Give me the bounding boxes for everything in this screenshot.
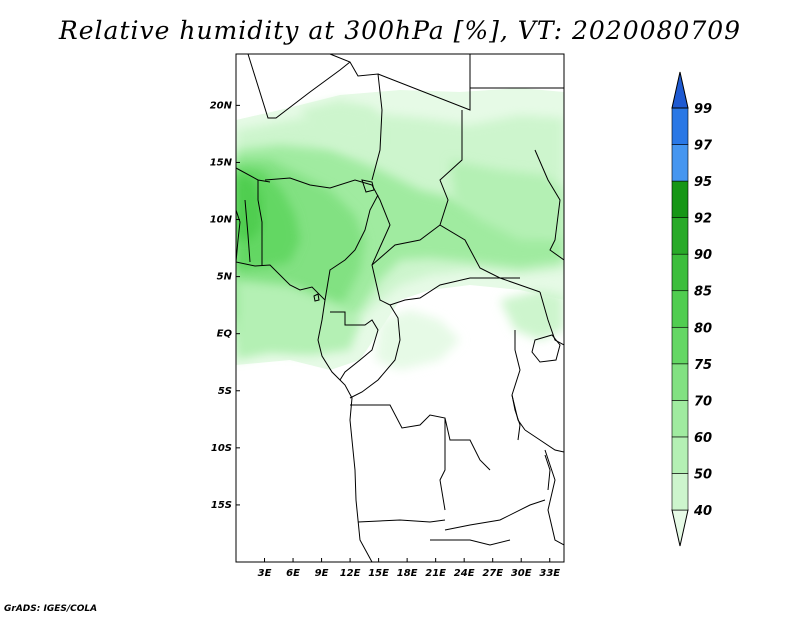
border-chad-car xyxy=(371,224,441,266)
colorbar-label: 99 xyxy=(694,102,712,117)
humidity-fill-layer xyxy=(236,88,564,370)
border-drc-congo xyxy=(349,304,401,399)
humidity-core-2 xyxy=(236,175,262,240)
bioko-island xyxy=(313,293,320,302)
colorbar-label: 75 xyxy=(694,358,712,373)
border-congo-gabon xyxy=(330,311,379,381)
colorbar-label: 50 xyxy=(694,467,712,482)
border-cameroon-car xyxy=(371,184,391,306)
lon-tick-label: 33E xyxy=(539,568,560,579)
border-car-south xyxy=(389,277,541,306)
longitude-axis: 3E 6E 9E 12E 15E 18E 21E 24E 27E 30E 33E xyxy=(258,558,560,579)
colorbar-segment xyxy=(671,180,689,218)
lake-victoria xyxy=(531,334,561,363)
lat-tick-label: EQ xyxy=(217,329,233,340)
lat-tick-label: 20N xyxy=(210,100,233,111)
lat-tick-label: 15S xyxy=(211,500,232,511)
colorbar-segment xyxy=(671,290,689,328)
border-nigeria-cameroon xyxy=(324,194,379,301)
colorbar-segment xyxy=(671,363,689,401)
lon-tick-label: 9E xyxy=(315,568,329,579)
lon-tick-label: 6E xyxy=(286,568,300,579)
colorbar-segment xyxy=(671,253,689,292)
border-sudan-ethiopia xyxy=(534,149,564,261)
lon-tick-label: 24E xyxy=(454,568,475,579)
colorbar-label: 95 xyxy=(694,175,712,190)
colorbar-label: 80 xyxy=(694,321,712,336)
lon-tick-label: 21E xyxy=(425,568,446,579)
colorbar: 40 50 60 70 75 80 85 90 92 95 97 99 xyxy=(671,71,713,547)
lat-tick-label: 10N xyxy=(210,215,233,226)
border-ghana xyxy=(244,199,251,263)
lake-tanganyika xyxy=(511,394,521,441)
border-angola-namibia xyxy=(357,519,446,523)
colorbar-segment xyxy=(671,144,689,182)
border-angola-zambia xyxy=(439,418,446,511)
colorbar-label: 40 xyxy=(693,504,712,519)
colorbar-segment xyxy=(671,326,689,365)
colorbar-segment xyxy=(671,400,689,438)
lon-tick-label: 3E xyxy=(258,568,272,579)
colorbar-label: 97 xyxy=(694,139,713,154)
border-mozambique xyxy=(544,449,564,546)
grads-credit: GrADS: IGES/COLA xyxy=(4,604,98,614)
chart-title: Relative humidity at 300hPa [%], VT: 202… xyxy=(58,16,742,45)
colorbar-bottom-arrow xyxy=(671,509,689,547)
lake-chad xyxy=(361,179,375,193)
colorbar-label: 90 xyxy=(694,248,712,263)
colorbar-segment xyxy=(671,436,689,474)
lon-tick-label: 12E xyxy=(340,568,361,579)
coastline-west xyxy=(236,209,373,562)
lon-tick-label: 15E xyxy=(368,568,389,579)
humidity-congo-patch xyxy=(375,310,460,370)
colorbar-top-arrow xyxy=(671,71,689,109)
colorbar-label: 60 xyxy=(694,431,712,446)
border-mali-niger xyxy=(236,54,351,119)
border-niger-nigeria xyxy=(264,177,373,189)
colorbar-segment xyxy=(671,217,689,255)
latitude-axis: 20N 15N 10N 5N EQ 5S 10S 15S xyxy=(210,100,240,511)
country-boundaries xyxy=(236,54,564,562)
lat-tick-label: 5N xyxy=(217,272,233,283)
lat-tick-label: 10S xyxy=(211,443,232,454)
lake-malawi xyxy=(544,454,551,491)
border-burkina xyxy=(236,167,271,183)
colorbar-label: 85 xyxy=(694,285,712,300)
colorbar-label: 70 xyxy=(694,394,712,409)
border-namibia-botswana xyxy=(430,539,511,546)
border-zambia-east xyxy=(444,499,546,531)
border-drc-east xyxy=(511,330,526,431)
lon-tick-label: 27E xyxy=(482,568,503,579)
border-uganda-kenya xyxy=(539,291,564,346)
colorbar-label: 92 xyxy=(694,212,712,227)
lon-tick-label: 30E xyxy=(511,568,532,579)
border-tanzania xyxy=(524,429,564,453)
border-libya-chad xyxy=(377,54,471,111)
lat-tick-label: 15N xyxy=(210,157,233,168)
colorbar-segment xyxy=(671,107,689,145)
border-benin-togo xyxy=(257,180,263,265)
colorbar-segment xyxy=(671,473,689,511)
humidity-east-patch xyxy=(450,160,564,240)
border-drc-angola xyxy=(350,404,491,471)
humidity-north-patch xyxy=(300,100,380,150)
lon-tick-label: 18E xyxy=(397,568,418,579)
lat-tick-label: 5S xyxy=(218,386,232,397)
humidity-lakes-patch xyxy=(500,290,564,340)
humidity-eq-patch xyxy=(236,280,360,360)
map-frame xyxy=(235,53,565,563)
